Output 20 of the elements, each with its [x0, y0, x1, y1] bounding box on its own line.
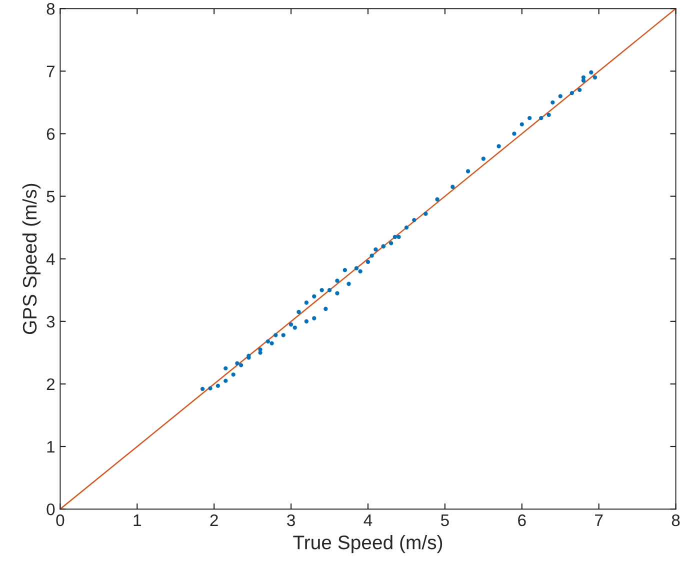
- x-axis-title: True Speed (m/s): [293, 535, 442, 554]
- y-tick-label: 5: [46, 190, 55, 202]
- x-tick-label: 6: [518, 514, 526, 526]
- y-tick-label: 0: [46, 503, 55, 516]
- y-tick-label: 8: [46, 2, 55, 15]
- y-axis-title: GPS Speed (m/s): [22, 184, 41, 334]
- x-tick-label: 7: [595, 514, 603, 526]
- y-tick-label: 2: [46, 378, 54, 390]
- x-tick-label: 2: [210, 514, 218, 526]
- y-tick-label: 1: [47, 441, 55, 453]
- y-tick-label: 7: [46, 66, 54, 78]
- y-tick-label: 6: [46, 128, 55, 140]
- x-tick-label: 4: [364, 514, 372, 526]
- x-tick-label: 1: [134, 514, 141, 526]
- x-tick-label: 0: [56, 514, 64, 526]
- y-tick-label: 4: [46, 253, 55, 265]
- y-tick-label: 3: [46, 316, 55, 328]
- x-tick-label: 8: [672, 514, 680, 526]
- x-tick-label: 3: [287, 514, 295, 526]
- x-tick-label: 5: [440, 514, 449, 526]
